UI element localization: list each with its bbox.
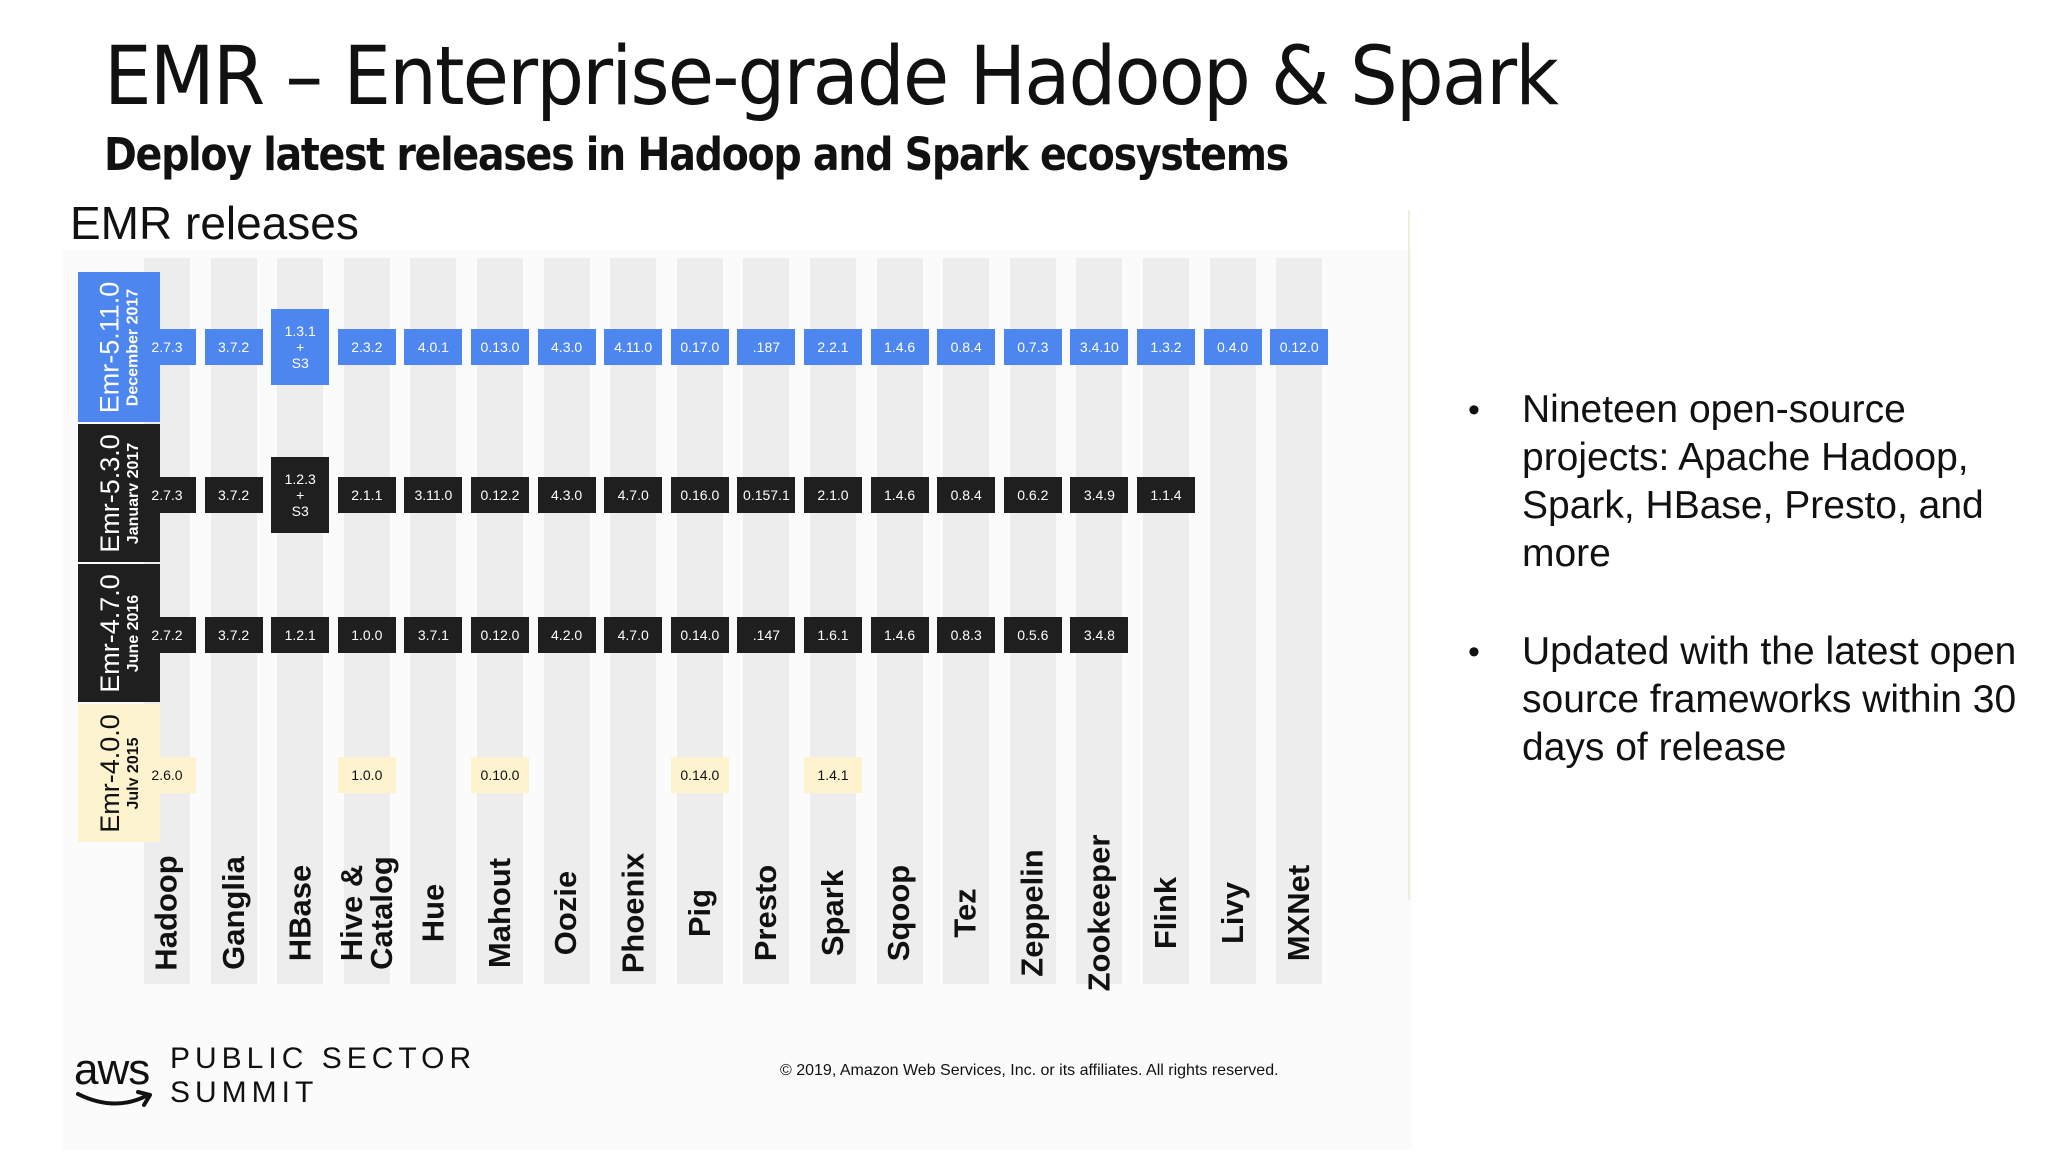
version-chip: 2.1.1 xyxy=(337,477,396,513)
project-label-text: Sqoop xyxy=(881,864,917,962)
version-chip: 0.8.4 xyxy=(937,477,996,513)
version-chip: 4.3.0 xyxy=(537,329,596,365)
version-chip: 3.7.2 xyxy=(204,329,263,365)
version-chip: 2.7.3 xyxy=(138,329,196,365)
project-label-text: Mahout xyxy=(482,857,518,969)
version-chip: 4.11.0 xyxy=(604,329,663,365)
version-chip: 4.2.0 xyxy=(537,617,596,653)
version-chip: 3.4.8 xyxy=(1070,617,1129,653)
version-chip: 1.6.1 xyxy=(804,617,862,653)
release-name: Emr-4.0.0 xyxy=(94,713,125,833)
slide-subtitle: Deploy latest releases in Hadoop and Spa… xyxy=(104,128,1289,181)
project-label-text: Hadoop xyxy=(149,855,184,971)
project-label-text: Presto xyxy=(748,864,784,962)
version-chip: 3.7.1 xyxy=(404,617,463,653)
project-label-text: Tez xyxy=(948,888,984,938)
version-chip: 3.4.9 xyxy=(1070,477,1129,513)
version-chip: 2.6.0 xyxy=(138,757,196,793)
release-name: Emr-5.3.0 xyxy=(94,433,125,553)
project-label-text: Flink xyxy=(1148,876,1183,950)
release-name: Emr-5.11.0 xyxy=(94,281,125,413)
section-label: EMR releases xyxy=(70,197,359,249)
version-chip: 0.14.0 xyxy=(670,617,729,653)
version-chip: 1.4.6 xyxy=(870,477,929,513)
project-label-text: Livy xyxy=(1214,881,1250,945)
version-chip: .147 xyxy=(737,617,796,653)
version-chip: 4.7.0 xyxy=(604,477,663,513)
version-chip: .187 xyxy=(737,329,796,365)
version-chip: 3.4.10 xyxy=(1070,329,1129,365)
aws-logo: aws xyxy=(74,1045,152,1107)
version-chip: 4.3.0 xyxy=(537,477,596,513)
project-column xyxy=(1276,258,1323,984)
version-chip: 4.0.1 xyxy=(404,329,463,365)
version-chip: 2.7.3 xyxy=(138,477,196,513)
version-chip: 1.3.1 + S3 xyxy=(271,309,330,385)
event-name-line2: SUMMIT xyxy=(170,1076,319,1109)
project-label-text: Hue xyxy=(415,883,451,943)
version-chip: 0.7.3 xyxy=(1003,329,1062,365)
version-chip: 0.17.0 xyxy=(670,329,729,365)
version-chip: 0.13.0 xyxy=(471,329,529,365)
version-chip: 2.1.0 xyxy=(804,477,862,513)
version-chip: 0.4.0 xyxy=(1203,329,1262,365)
version-chip: 2.3.2 xyxy=(337,329,396,365)
version-chip: 2.7.2 xyxy=(138,617,196,653)
slide-title: EMR – Enterprise-grade Hadoop & Spark xyxy=(104,30,1559,124)
copyright-notice: © 2019, Amazon Web Services, Inc. or its… xyxy=(780,1062,1279,1079)
project-label-text: Zeppelin xyxy=(1014,849,1050,977)
project-label-text: Oozie xyxy=(548,870,584,956)
version-chip: 0.157.1 xyxy=(737,477,796,513)
project-label-text: Ganglia xyxy=(215,856,251,970)
version-chip: 0.5.6 xyxy=(1003,617,1062,653)
version-chip: 4.7.0 xyxy=(604,617,663,653)
version-chip: 0.8.4 xyxy=(937,329,996,365)
version-chip: 2.2.1 xyxy=(804,329,862,365)
bullet-list: Nineteen open-source projects: Apache Ha… xyxy=(1466,386,2026,822)
project-label-text: HBase xyxy=(282,864,318,962)
project-label-text: Hive & Catalog xyxy=(333,856,399,970)
version-chip: 1.3.2 xyxy=(1137,329,1195,365)
bullet-item: Updated with the latest open source fram… xyxy=(1466,628,2026,772)
version-chip: 1.1.4 xyxy=(1137,477,1195,513)
version-chip: 3.7.2 xyxy=(204,617,263,653)
aws-logo-text: aws xyxy=(74,1045,150,1094)
version-chip: 3.11.0 xyxy=(404,477,463,513)
version-chip: 1.0.0 xyxy=(337,617,396,653)
version-chip: 1.4.1 xyxy=(804,757,862,793)
version-chip: 1.2.3 + S3 xyxy=(271,457,330,533)
project-label-text: Zookeeper xyxy=(1081,834,1117,992)
project-label-text: Pig xyxy=(681,888,717,938)
version-chip: 1.4.6 xyxy=(870,617,929,653)
project-column xyxy=(1209,258,1256,984)
version-chip: 0.14.0 xyxy=(670,757,729,793)
bullet-item: Nineteen open-source projects: Apache Ha… xyxy=(1466,386,2026,578)
project-label: MXNet xyxy=(1259,860,1339,966)
project-column xyxy=(1143,258,1189,984)
version-chip: 0.10.0 xyxy=(471,757,529,793)
version-chip: 0.8.3 xyxy=(937,617,996,653)
version-chip: 0.16.0 xyxy=(670,477,729,513)
version-chip: 1.2.1 xyxy=(271,617,330,653)
panel-divider xyxy=(1408,210,1410,900)
version-chip: 0.12.2 xyxy=(471,477,529,513)
version-chip: 0.12.0 xyxy=(471,617,529,653)
project-label-text: Phoenix xyxy=(615,852,651,974)
version-chip: 1.0.0 xyxy=(337,757,396,793)
version-chip: 3.7.2 xyxy=(204,477,263,513)
version-chip: 0.12.0 xyxy=(1270,329,1329,365)
event-name: PUBLIC SECTOR SUMMIT xyxy=(170,1042,476,1110)
release-name: Emr-4.7.0 xyxy=(94,573,125,693)
event-name-line1: PUBLIC SECTOR xyxy=(170,1042,477,1075)
project-label-text: MXNet xyxy=(1281,864,1317,962)
project-label-text: Spark xyxy=(815,869,851,957)
version-chip: 0.6.2 xyxy=(1003,477,1062,513)
version-chip: 1.4.6 xyxy=(870,329,929,365)
aws-smile-icon xyxy=(76,1090,152,1107)
